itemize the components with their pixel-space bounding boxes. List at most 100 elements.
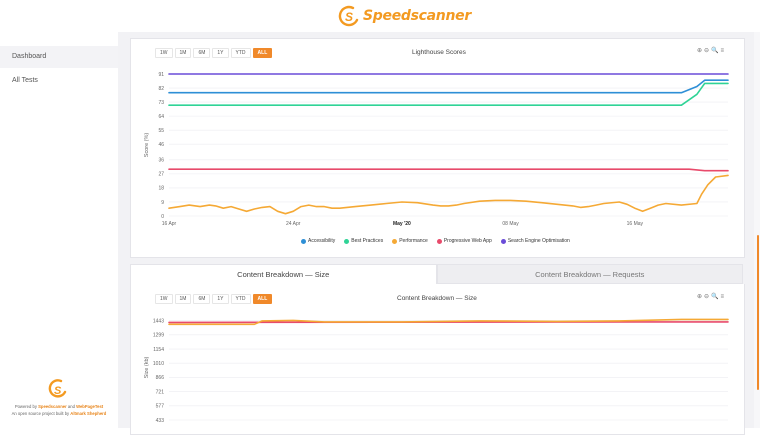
y-tick-label: 1443 [153, 318, 164, 324]
tab-requests[interactable]: Content Breakdown — Requests [436, 264, 743, 284]
range-ytd-button[interactable]: YTD [230, 294, 251, 304]
svg-text:S: S [54, 385, 62, 397]
range-1w-button[interactable]: 1W [155, 294, 173, 304]
legend-marker [500, 238, 506, 244]
range-6m-button[interactable]: 6M [193, 48, 211, 58]
brand[interactable]: S Speedscanner [338, 4, 471, 28]
range-1w-button[interactable]: 1W [155, 48, 173, 58]
legend-item-best-practices[interactable]: Best Practices [344, 238, 383, 244]
range-1m-button[interactable]: 1M [174, 48, 192, 58]
content-breakdown-tabs: Content Breakdown — Size Content Breakdo… [130, 264, 743, 284]
y-tick-label: 73 [158, 100, 164, 106]
chart-toolbar: ⊕ ⊖ 🔍 ≡ [697, 48, 724, 55]
powered-by-text: Powered by [14, 404, 37, 409]
legend-marker [436, 238, 442, 244]
series-line-best-practices[interactable] [168, 82, 729, 106]
y-tick-label: 27 [158, 172, 164, 178]
search-icon[interactable]: 🔍 [711, 294, 719, 300]
x-tick-label: 16 Apr [162, 221, 177, 227]
range-1m-button[interactable]: 1M [174, 294, 192, 304]
lighthouse-chart: 0 9 18 27 36 46 55 64 73 82 91 Score (%) 16 Apr 24 Ap… [144, 72, 729, 227]
search-icon[interactable]: 🔍 [711, 48, 719, 54]
range-ytd-button[interactable]: YTD [230, 48, 251, 58]
legend-item-accessibility[interactable]: Accessibility [301, 238, 335, 244]
sidebar-item-all-tests[interactable]: All Tests [12, 77, 38, 84]
credits: Powered by Speedscanner and WebPageTest … [2, 404, 116, 417]
y-axis-label: Score (%) [144, 133, 150, 158]
y-tick-label: 18 [158, 186, 164, 192]
series-line-performance[interactable] [168, 174, 729, 215]
chart-legend: Accessibility Best Practices Performance… [301, 238, 570, 244]
y-tick-label: 433 [156, 418, 165, 424]
legend-label: Progressive Web App [443, 238, 492, 244]
sidebar: Dashboard All Tests S Powered by Speedsc… [0, 32, 118, 428]
menu-icon[interactable]: ≡ [720, 294, 725, 300]
tab-size[interactable]: Content Breakdown — Size [130, 264, 437, 284]
range-selector: 1W 1M 6M 1Y YTD ALL [155, 48, 273, 58]
speedscanner-logo-icon: S [338, 5, 359, 27]
zoom-out-icon[interactable]: ⊖ [704, 48, 710, 54]
speedscanner-logo-icon: S [48, 379, 67, 398]
sidebar-item-dashboard[interactable]: Dashboard [0, 46, 118, 68]
zoom-in-icon[interactable]: ⊕ [697, 294, 703, 300]
lighthouse-card: 1W 1M 6M 1Y YTD ALL Lighthouse Scores ⊕ … [130, 38, 745, 258]
y-tick-label: 55 [158, 128, 164, 134]
chart-title: Content Breakdown — Size [397, 295, 477, 302]
legend-item-pwa[interactable]: Progressive Web App [436, 238, 492, 244]
range-all-button[interactable]: ALL [252, 294, 273, 304]
range-1y-button[interactable]: 1Y [212, 294, 229, 304]
legend-label: Accessibility [308, 238, 336, 244]
legend-marker [301, 238, 306, 244]
and-text: and [67, 404, 75, 409]
series-line-0[interactable] [168, 321, 729, 324]
y-tick-label: 1010 [153, 361, 164, 367]
chart-title: Lighthouse Scores [412, 49, 466, 56]
x-tick-label: 16 May [627, 221, 644, 227]
range-selector: 1W 1M 6M 1Y YTD ALL [155, 294, 273, 304]
scrollbar-thumb[interactable] [757, 235, 759, 390]
author-link[interactable]: Altmark Shepherd [70, 410, 107, 416]
series-line-accessibility[interactable] [168, 79, 729, 94]
legend-label: Performance [399, 238, 428, 244]
x-tick-label: 08 May [502, 221, 519, 227]
svg-text:S: S [345, 10, 353, 24]
y-tick-label: 64 [158, 114, 164, 120]
y-tick-label: 82 [158, 86, 164, 92]
zoom-out-icon[interactable]: ⊖ [704, 294, 710, 300]
series-line-1[interactable] [168, 318, 729, 326]
x-tick-label: 24 Apr [286, 221, 301, 227]
y-tick-label: 1154 [153, 347, 164, 353]
y-tick-label: 91 [158, 72, 164, 78]
open-source-text: An open source project built by [11, 410, 70, 416]
y-tick-label: 866 [156, 375, 165, 381]
legend-label: Best Practices [351, 238, 384, 244]
zoom-in-icon[interactable]: ⊕ [697, 48, 703, 54]
legend-marker [392, 238, 398, 244]
range-1y-button[interactable]: 1Y [212, 48, 229, 58]
menu-icon[interactable]: ≡ [720, 48, 725, 54]
y-axis-label: Size (kb) [144, 356, 150, 378]
size-chart: 433 577 721 866 1010 1154 1299 1443 Size (kb) [144, 318, 729, 424]
y-tick-label: 46 [158, 142, 164, 148]
size-card: 1W 1M 6M 1Y YTD ALL Content Breakdown — … [130, 284, 745, 435]
top-bar: S Speedscanner [0, 0, 760, 33]
chart-toolbar: ⊕ ⊖ 🔍 ≡ [697, 294, 724, 301]
legend-label: Search Engine Optimisation [507, 238, 570, 244]
y-tick-label: 0 [161, 214, 164, 220]
speedscanner-link[interactable]: Speedscanner [38, 404, 67, 409]
y-tick-label: 9 [161, 200, 164, 206]
range-6m-button[interactable]: 6M [193, 294, 211, 304]
y-tick-label: 577 [156, 404, 165, 410]
x-tick-label: May '20 [393, 221, 411, 227]
y-tick-label: 36 [158, 158, 164, 164]
webpagetest-link[interactable]: WebPageTest [76, 404, 104, 409]
scrollbar[interactable] [754, 32, 760, 428]
brand-name: Speedscanner [363, 8, 471, 24]
y-tick-label: 1299 [153, 333, 164, 339]
y-tick-label: 721 [156, 389, 165, 395]
legend-item-performance[interactable]: Performance [392, 238, 428, 244]
legend-marker [344, 238, 350, 244]
legend-item-seo[interactable]: Search Engine Optimisation [500, 238, 570, 244]
series-line-progressive-web-app[interactable] [168, 168, 729, 172]
range-all-button[interactable]: ALL [252, 48, 273, 58]
